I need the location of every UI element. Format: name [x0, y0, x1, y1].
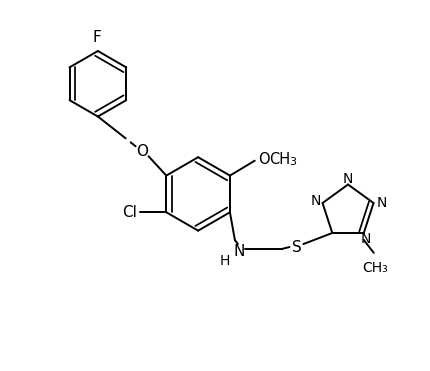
Text: S: S	[291, 240, 301, 255]
Text: O: O	[136, 144, 148, 159]
Text: N: N	[310, 194, 320, 208]
Text: CH: CH	[268, 152, 289, 167]
Text: H: H	[219, 254, 230, 268]
Text: N: N	[360, 232, 370, 246]
Text: F: F	[92, 30, 101, 45]
Text: N: N	[375, 196, 386, 210]
Text: N: N	[233, 243, 244, 259]
Text: N: N	[342, 171, 353, 186]
Text: CH₃: CH₃	[361, 261, 387, 275]
Text: O: O	[257, 152, 269, 167]
Text: 3: 3	[289, 157, 296, 167]
Text: Cl: Cl	[121, 205, 136, 220]
